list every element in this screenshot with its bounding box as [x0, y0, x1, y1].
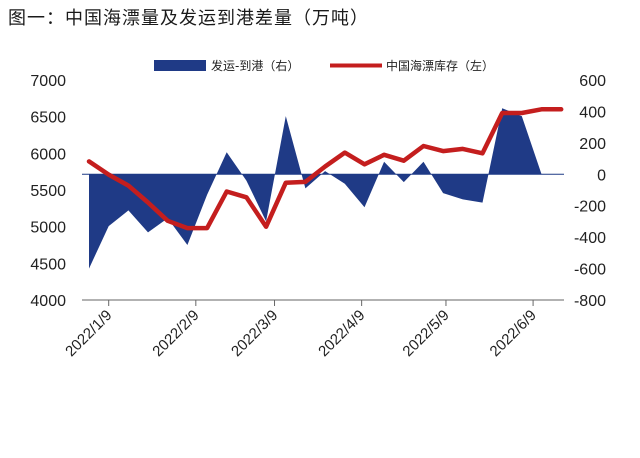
x-tick-label: 2022/4/9 — [315, 307, 368, 360]
right-tick-label: 600 — [579, 73, 606, 90]
x-tick-label: 2022/1/9 — [62, 307, 115, 360]
left-tick-label: 7000 — [30, 73, 66, 90]
x-tick-label: 2022/6/9 — [487, 307, 540, 360]
right-tick-label: 400 — [579, 104, 606, 121]
right-tick-label: -600 — [574, 262, 606, 279]
right-tick-label: 200 — [579, 136, 606, 153]
right-tick-label: -800 — [574, 293, 606, 310]
line-series — [86, 107, 564, 231]
legend-label-area: 发运-到港（右） — [211, 58, 299, 73]
x-tick-label: 2022/2/9 — [149, 307, 202, 360]
line-series-path — [86, 107, 564, 231]
left-tick-label: 6000 — [30, 146, 66, 163]
right-tick-label: 0 — [597, 167, 606, 184]
chart-title: 图一：中国海漂量及发运到港差量（万吨） — [8, 8, 369, 29]
left-tick-label: 4000 — [30, 293, 66, 310]
right-tick-label: -200 — [574, 199, 606, 216]
left-tick-label: 6500 — [30, 110, 66, 127]
x-tick-label: 2022/3/9 — [228, 307, 281, 360]
x-tick-label: 2022/5/9 — [399, 307, 452, 360]
left-tick-label: 4500 — [30, 256, 66, 273]
legend-swatch-area — [154, 60, 206, 71]
legend-label-line: 中国海漂库存（左） — [386, 58, 494, 73]
right-tick-label: -400 — [574, 230, 606, 247]
left-tick-label: 5000 — [30, 220, 66, 237]
area-series-fill — [89, 108, 562, 269]
legend: 发运-到港（右） 中国海漂库存（左） — [154, 58, 494, 73]
area-series — [89, 108, 562, 269]
left-tick-label: 5500 — [30, 183, 66, 200]
